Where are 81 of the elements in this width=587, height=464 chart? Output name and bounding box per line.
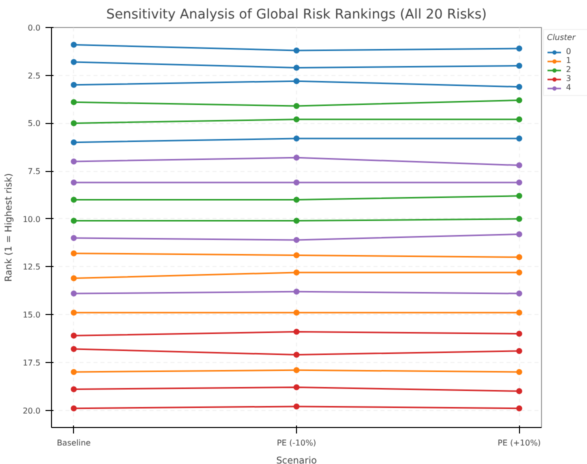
point [516, 405, 522, 412]
point [70, 235, 77, 242]
point [70, 120, 77, 126]
point [294, 269, 300, 276]
point [294, 47, 300, 54]
x-tick-label: PE (+10%) [498, 438, 541, 448]
point [294, 252, 300, 258]
point [516, 348, 522, 354]
point [294, 136, 300, 142]
point [294, 328, 300, 335]
point [70, 158, 77, 164]
point [516, 231, 522, 238]
y-tick-label: 10.0 [22, 214, 40, 224]
point [294, 236, 300, 243]
point [516, 62, 522, 69]
point [294, 116, 300, 122]
point [516, 369, 522, 375]
point [70, 42, 77, 48]
legend-title: Cluster [547, 33, 577, 42]
y-tick-label: 17.5 [22, 358, 40, 368]
point [516, 290, 522, 297]
y-tick-label: 15.0 [22, 310, 40, 320]
y-tick-label: 12.5 [22, 262, 40, 272]
point [516, 192, 522, 199]
point [516, 254, 522, 260]
point [516, 84, 522, 90]
legend-label: 2 [566, 65, 572, 74]
y-tick-label: 7.5 [28, 167, 41, 176]
point [516, 330, 522, 337]
point [70, 332, 77, 339]
y-tick-label: 0.0 [28, 24, 41, 32]
point [294, 218, 300, 224]
point [294, 403, 300, 410]
point [516, 269, 522, 276]
point [294, 367, 300, 374]
x-tick-label: PE (-10%) [276, 438, 316, 448]
point [294, 64, 300, 71]
point [294, 102, 300, 109]
point [516, 97, 522, 104]
point [70, 180, 77, 186]
point [294, 180, 300, 186]
point [70, 196, 77, 203]
point [70, 82, 77, 88]
point [70, 218, 77, 224]
point [516, 180, 522, 186]
point [70, 386, 77, 392]
point [70, 58, 77, 65]
x-axis-title: Scenario [276, 456, 318, 464]
point [70, 139, 77, 146]
x-tick-label: Baseline [56, 438, 91, 448]
y-tick-label: 5.0 [28, 119, 41, 128]
point [294, 288, 300, 295]
point [516, 388, 522, 394]
point [294, 196, 300, 203]
chart-title: Sensitivity Analysis of Global Risk Rankings (All 20 Risks) [106, 8, 487, 22]
point [70, 310, 77, 316]
point [70, 346, 77, 352]
point [516, 46, 522, 52]
point [516, 116, 522, 122]
point [70, 369, 77, 375]
point [294, 78, 300, 84]
legend-label: 4 [566, 83, 572, 92]
point [516, 136, 522, 142]
y-tick-label: 2.5 [28, 71, 41, 80]
point [70, 275, 77, 282]
point [70, 99, 77, 106]
point [294, 310, 300, 316]
y-axis-title: Rank (1 = Highest risk) [4, 173, 15, 282]
legend-label: 3 [566, 74, 572, 83]
point [516, 310, 522, 316]
point [516, 162, 522, 168]
y-tick-label: 20.0 [22, 406, 40, 416]
point [294, 352, 300, 358]
point [70, 250, 77, 256]
point [294, 384, 300, 390]
point [294, 154, 300, 161]
point [516, 216, 522, 222]
point [70, 290, 77, 297]
legend-label: 1 [566, 56, 572, 65]
legend-label: 0 [566, 47, 572, 56]
point [70, 405, 77, 412]
